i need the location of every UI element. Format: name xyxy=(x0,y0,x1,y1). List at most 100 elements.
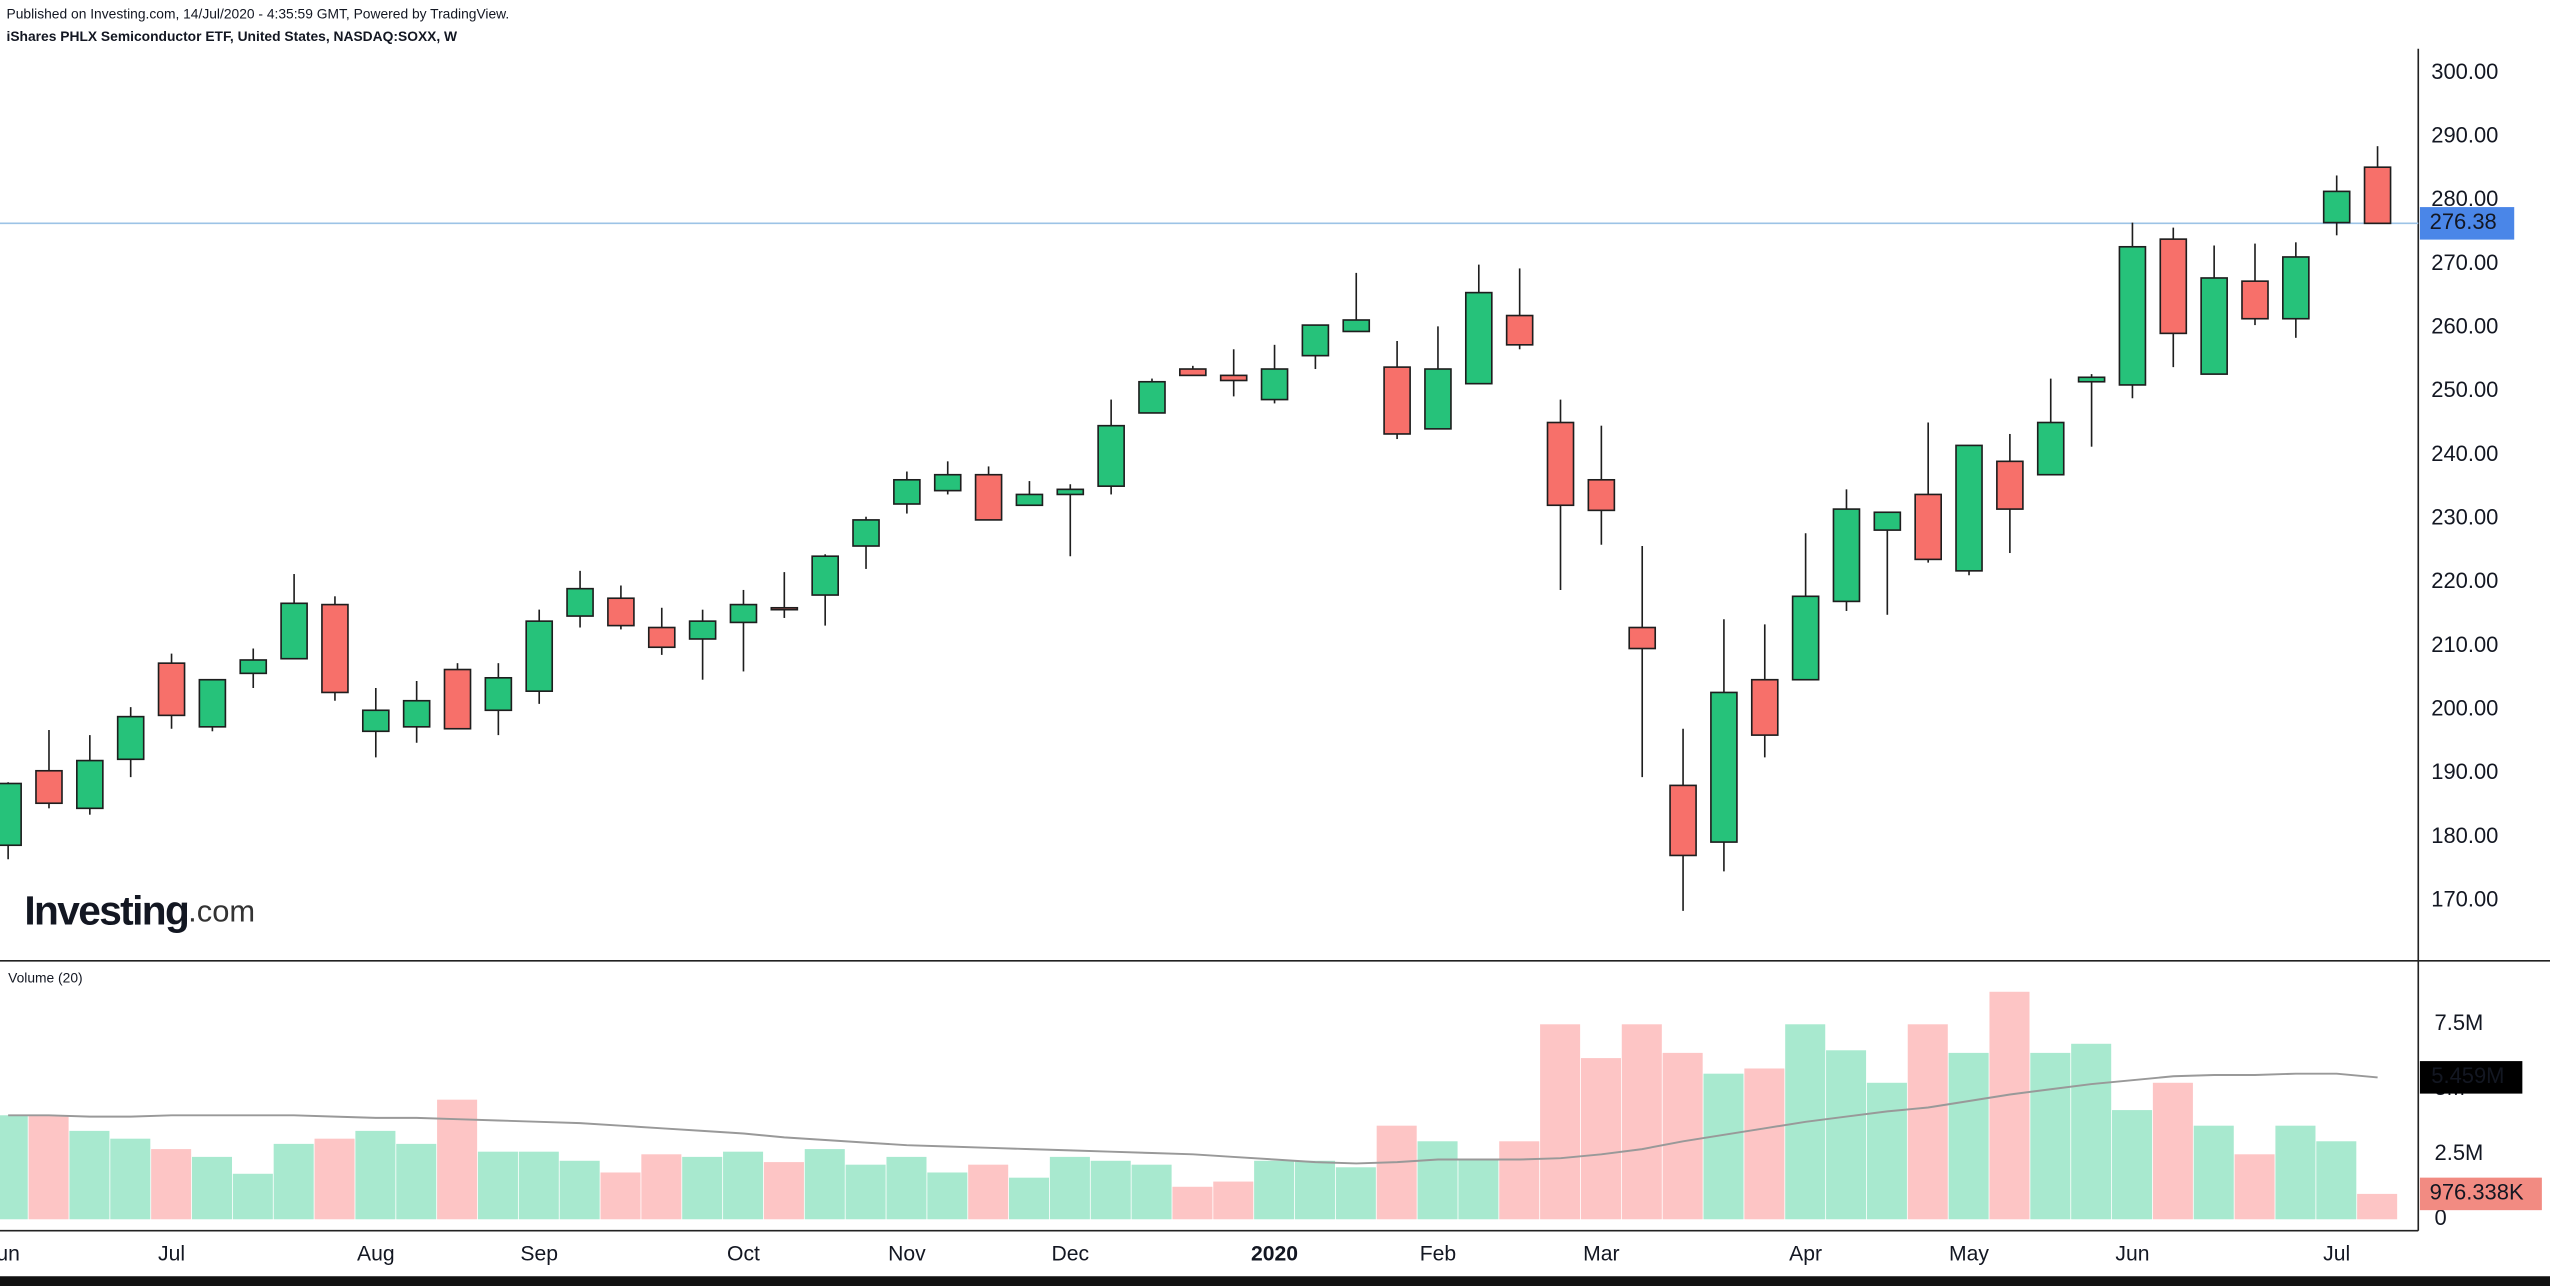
volume-last-box xyxy=(2419,1177,2542,1211)
candle-body xyxy=(1710,691,1738,843)
volume-bar xyxy=(1989,991,2030,1220)
x-tick-label: Mar xyxy=(1583,1243,1619,1266)
volume-bar xyxy=(0,1115,28,1220)
candle-body xyxy=(1546,421,1575,507)
x-tick-label: 2020 xyxy=(1251,1243,1298,1266)
candle-body xyxy=(2118,245,2147,386)
candle-body xyxy=(893,478,921,505)
volume-bar xyxy=(1458,1159,1499,1220)
logo: Investing.com xyxy=(24,887,255,933)
volume-bar xyxy=(232,1173,273,1220)
volume-bar xyxy=(273,1143,314,1220)
y-tick-label: 180.00 xyxy=(2431,823,2498,848)
y-tick-label: 250.00 xyxy=(2431,377,2498,402)
volume-bar xyxy=(804,1149,845,1220)
volume-bar xyxy=(28,1115,69,1220)
x-tick-label: May xyxy=(1949,1243,1989,1266)
candle-body xyxy=(1750,678,1779,736)
candle-body xyxy=(1301,324,1330,357)
x-tick-label: Nov xyxy=(888,1243,926,1266)
volume-bar xyxy=(314,1138,355,1220)
volume-bar xyxy=(2234,1154,2275,1220)
volume-bar xyxy=(69,1130,110,1220)
candle-body xyxy=(280,602,308,660)
volume-bar xyxy=(559,1160,600,1220)
last-price-box xyxy=(2419,207,2515,240)
volume-bar xyxy=(2112,1110,2153,1220)
volume-bar xyxy=(1499,1141,1540,1220)
candle-body xyxy=(1628,626,1657,650)
x-tick-label: un xyxy=(0,1243,20,1266)
candle-body xyxy=(484,676,513,712)
y-tick-label: 230.00 xyxy=(2431,504,2498,529)
candle-body xyxy=(1587,478,1616,512)
x-tick-label: Aug xyxy=(357,1243,395,1266)
published-note: Published on Investing.com, 14/Jul/2020 … xyxy=(7,5,510,21)
logo-name: Investing xyxy=(24,887,188,933)
volume-bar xyxy=(1131,1164,1172,1220)
candle-body xyxy=(1914,493,1943,561)
candle-body xyxy=(2159,238,2188,335)
chart-title: iShares PHLX Semiconductor ETF, United S… xyxy=(7,28,459,44)
volume-bar xyxy=(1948,1052,1989,1220)
candle-body xyxy=(1342,319,1371,333)
candle-body xyxy=(2241,280,2269,320)
candle-body xyxy=(1505,314,1534,346)
candle-body xyxy=(1015,493,1044,507)
candle-body xyxy=(1383,366,1411,435)
candle-body xyxy=(607,597,635,627)
y-tick-label: 280.00 xyxy=(2431,186,2498,211)
x-tick-label: Sep xyxy=(520,1243,558,1266)
volume-last-label: 976.338K xyxy=(2430,1180,2524,1205)
y-tick-label: 170.00 xyxy=(2431,886,2498,911)
candle-body xyxy=(1138,380,1166,414)
volume-bar xyxy=(2357,1193,2398,1220)
volume-bar xyxy=(1662,1052,1703,1220)
volume-bar xyxy=(1744,1068,1785,1220)
candle-body xyxy=(76,759,104,810)
candle-body xyxy=(443,668,472,730)
volume-bar xyxy=(518,1151,559,1220)
volume-bar xyxy=(1090,1160,1131,1220)
candle-body xyxy=(1424,368,1452,430)
candle-body xyxy=(321,603,349,694)
volume-bar xyxy=(886,1156,927,1220)
candle-body xyxy=(1097,424,1125,487)
volume-bar xyxy=(1540,1024,1581,1220)
candle-body xyxy=(566,587,594,617)
y-tick-label: 290.00 xyxy=(2431,122,2498,147)
candle-body xyxy=(116,715,145,761)
volume-bar xyxy=(110,1138,151,1220)
candle-body xyxy=(852,519,880,547)
volume-bar xyxy=(927,1172,968,1220)
volume-bar xyxy=(600,1172,641,1220)
candle-body xyxy=(1791,595,1820,681)
volume-tick-label: 2.5M xyxy=(2435,1140,2484,1165)
volume-bar xyxy=(2193,1125,2234,1220)
x-tick-label: Jul xyxy=(158,1243,185,1266)
volume-bar xyxy=(1621,1024,1662,1220)
volume-bar xyxy=(1009,1177,1050,1220)
volume-bar xyxy=(723,1151,764,1220)
candle-body xyxy=(525,620,554,692)
candle-body xyxy=(1464,291,1493,385)
candle-body xyxy=(729,603,758,624)
candle-body xyxy=(157,662,186,717)
candle-body xyxy=(2200,277,2228,375)
candle-body xyxy=(1873,511,1902,531)
volume-bar xyxy=(1254,1160,1295,1220)
candle-body xyxy=(1260,368,1289,401)
bottom-bar xyxy=(0,1276,2550,1286)
candle-body xyxy=(239,659,268,675)
volume-bar xyxy=(355,1130,396,1220)
candle-body xyxy=(2363,166,2392,225)
volume-ma-box xyxy=(2419,1061,2523,1094)
candle-body xyxy=(1832,508,1861,603)
y-tick-label: 240.00 xyxy=(2431,441,2498,466)
volume-bar xyxy=(1049,1156,1090,1220)
x-tick-label: Jun xyxy=(2115,1243,2149,1266)
volume-bar xyxy=(1703,1073,1744,1220)
volume-ma-label: 5.459M xyxy=(2431,1063,2504,1088)
